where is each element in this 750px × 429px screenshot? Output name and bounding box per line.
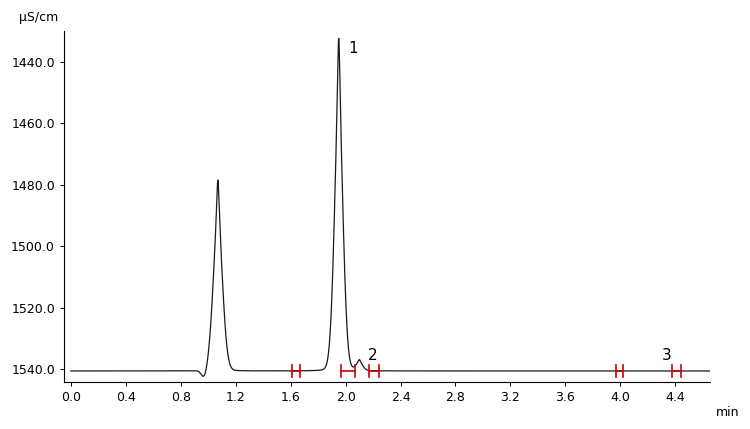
Text: μS/cm: μS/cm xyxy=(19,11,58,24)
Text: 1: 1 xyxy=(348,42,358,57)
Text: 2: 2 xyxy=(368,348,377,363)
Text: min: min xyxy=(716,406,740,419)
Text: 3: 3 xyxy=(662,348,671,363)
